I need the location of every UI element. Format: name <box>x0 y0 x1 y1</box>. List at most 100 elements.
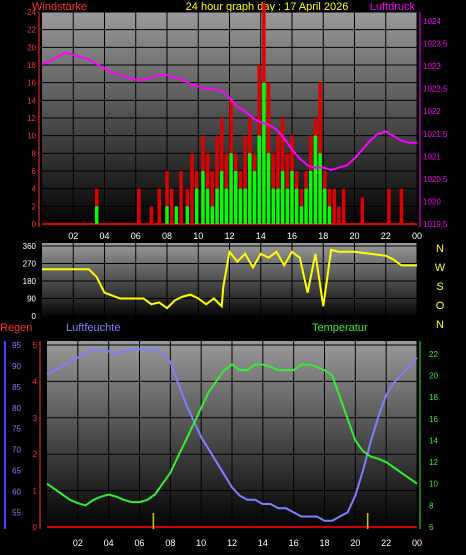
x-tick-label: 10 <box>193 231 203 241</box>
wind-average-bar <box>185 206 190 224</box>
wind-average-bar <box>299 206 304 224</box>
humidity-x-axis-ticks: 02 04 06 08 10 12 14 16 18 20 22 00 <box>73 538 422 548</box>
pressure-y-tick-label: 1022 <box>423 107 441 116</box>
wind-y-tick-label: 4 <box>32 185 37 194</box>
wind-average-bar <box>243 188 247 224</box>
wind-y-tick-label: 12 <box>27 114 36 123</box>
rain-marks <box>152 513 369 529</box>
temperature-y-tick-label: 6 <box>429 523 434 532</box>
wind-average-bar <box>238 188 243 224</box>
rain-y-tick-label: 3 <box>33 414 38 423</box>
x-tick-label: 00 <box>412 231 422 241</box>
wind-y-tick-label: 18 <box>27 61 36 70</box>
wind-average-bar <box>210 206 215 224</box>
wind-average-bar <box>174 206 179 224</box>
pressure-y-tick-label: 1019,5 <box>423 220 448 229</box>
x-tick-label: 16 <box>289 538 299 548</box>
x-tick-label: 14 <box>258 538 268 548</box>
x-tick-label: 00 <box>412 538 422 548</box>
wind-average-bars <box>94 82 332 225</box>
x-tick-label: 04 <box>104 538 114 548</box>
compass-label: W <box>435 262 446 274</box>
temperature-y-tick-label: 8 <box>429 501 434 510</box>
x-tick-label: 22 <box>381 231 391 241</box>
x-tick-label: 10 <box>196 538 206 548</box>
rain-y-tick-label: 0 <box>33 523 38 532</box>
wind-average-bar <box>201 171 205 224</box>
wind-direction-y-tick-label: 90 <box>27 295 36 304</box>
x-tick-label: 12 <box>227 538 237 548</box>
wind-gust-bar <box>215 135 219 224</box>
x-tick-label: 18 <box>318 231 328 241</box>
humidity-y-tick-label: 80 <box>12 404 21 413</box>
humidity-y-tick-label: 90 <box>12 362 21 371</box>
x-tick-label: 06 <box>134 538 144 548</box>
temperature-y-tick-label: 20 <box>429 371 438 380</box>
wind-y-tick-label: 14 <box>27 96 36 105</box>
wind-gust-bar <box>271 153 275 224</box>
wind-average-bar <box>318 153 322 224</box>
compass-label: N <box>436 319 444 331</box>
wind-average-bar <box>219 171 224 224</box>
compass-label: N <box>436 243 444 255</box>
humidity-y-tick-label: 55 <box>12 508 21 517</box>
wind-average-bar <box>257 135 261 224</box>
pressure-y-tick-label: 1022,5 <box>423 85 448 94</box>
x-tick-label: 06 <box>131 231 141 241</box>
wind-y-tick-label: 10 <box>27 132 36 141</box>
wind-gust-bar <box>399 188 404 224</box>
x-tick-label: 02 <box>73 538 83 548</box>
wind-gust-bar <box>149 206 154 224</box>
rain-y-tick-label: 5 <box>33 341 38 350</box>
wind-direction-y-tick-label: 270 <box>23 260 37 269</box>
wind-average-bar <box>262 82 266 225</box>
rain-y-tick-label: 2 <box>33 450 38 459</box>
legend-rain: Regen <box>0 322 32 334</box>
pressure-y-tick-label: 1023,5 <box>423 40 448 49</box>
wind-average-bar <box>252 171 257 224</box>
wind-average-bar <box>234 171 238 224</box>
wind-average-bar <box>323 188 327 224</box>
temperature-y-tick-label: 10 <box>429 480 438 489</box>
wind-gust-bar <box>205 153 210 224</box>
x-tick-label: 02 <box>68 231 78 241</box>
humidity-y-tick-label: 85 <box>12 383 21 392</box>
rain-y-axis-ticks: 0 1 2 3 4 5 <box>33 341 41 532</box>
wind-gust-bar <box>210 171 215 224</box>
temperature-y-tick-label: 18 <box>429 393 438 402</box>
wind-y-tick-label: 22 <box>27 26 36 35</box>
wind-gust-bar <box>165 171 169 224</box>
wind-average-bar <box>248 153 252 224</box>
wind-direction-y-ticks: 0 90 180 270 360 <box>23 242 37 321</box>
wind-gust-bar <box>243 135 247 224</box>
rain-y-tick-label: 1 <box>33 487 38 496</box>
wind-y-tick-label: 2 <box>32 202 37 211</box>
wind-gust-bar <box>276 135 280 224</box>
wind-average-bar <box>290 171 294 224</box>
humidity-line <box>46 348 418 522</box>
wind-direction-grid <box>42 243 418 319</box>
wind-average-bar <box>215 188 219 224</box>
compass-label: O <box>436 300 445 312</box>
wind-axis-title: Windstärke <box>32 1 87 13</box>
wind-y-tick-label: 6 <box>32 167 37 176</box>
wind-gust-bar <box>341 188 346 224</box>
wind-gust-bar <box>285 153 290 224</box>
wind-direction-line <box>42 248 417 310</box>
humidity-y-tick-label: 65 <box>12 467 21 476</box>
pressure-y-tick-label: 1021,5 <box>423 130 448 139</box>
wind-average-bar <box>94 206 99 224</box>
rain-y-tick-label: 4 <box>33 377 38 386</box>
pressure-y-tick-label: 1023 <box>423 62 441 71</box>
x-tick-label: 22 <box>381 538 391 548</box>
pressure-y-tick-label: 1024 <box>423 17 441 26</box>
wind-average-bar <box>280 171 285 224</box>
x-tick-label: 12 <box>224 231 234 241</box>
temperature-line <box>46 363 418 507</box>
wind-average-bar <box>285 188 290 224</box>
wind-average-bar <box>313 135 318 224</box>
wind-average-bar <box>224 188 229 224</box>
x-tick-label: 20 <box>349 231 359 241</box>
